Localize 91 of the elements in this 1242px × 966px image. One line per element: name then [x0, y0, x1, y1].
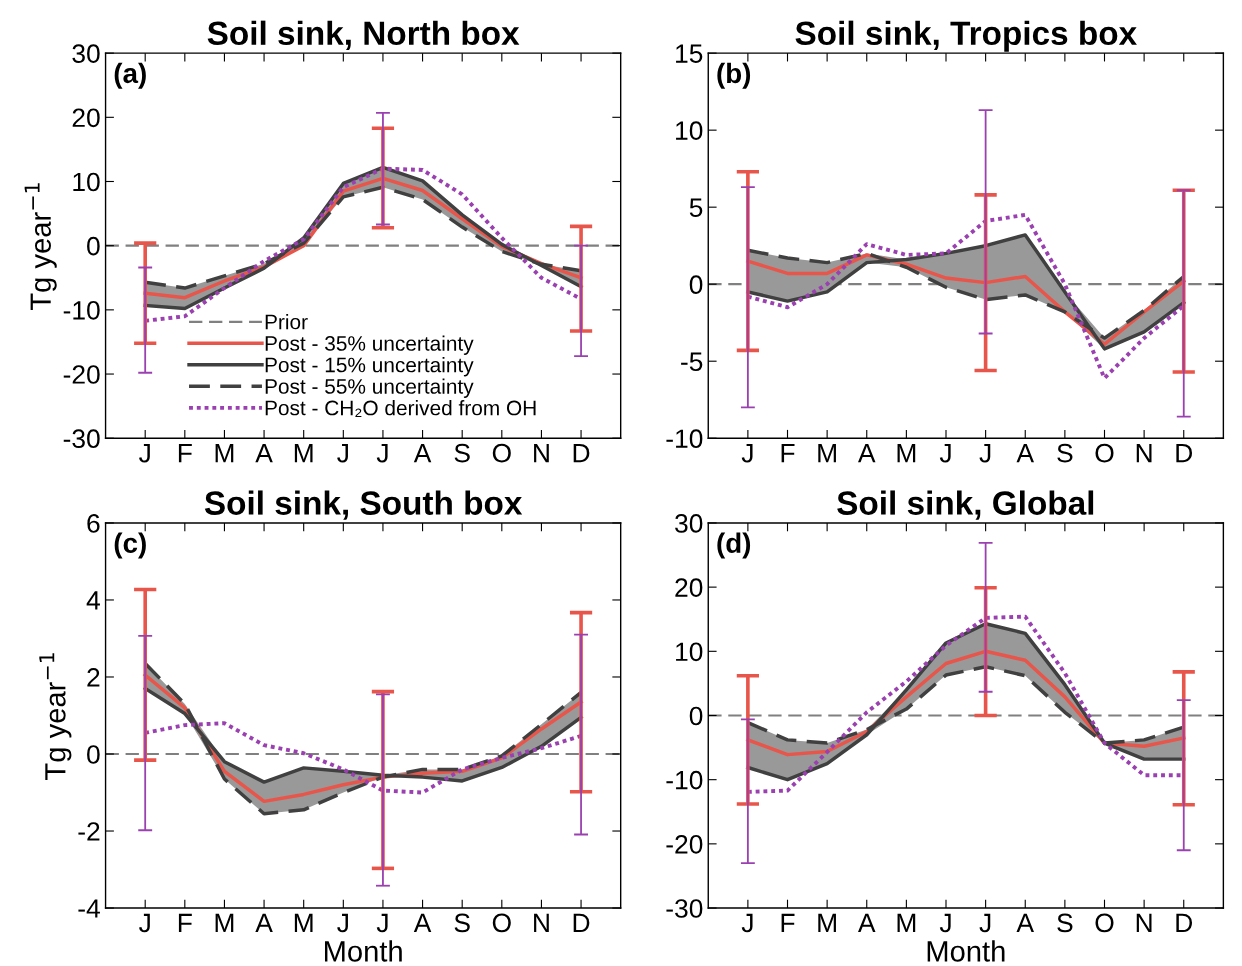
x-tick-label: J	[376, 913, 388, 933]
annotation: (a)	[114, 62, 146, 89]
y-tick-label: -30	[63, 429, 100, 449]
chart-title: Soil sink, Global	[837, 490, 1094, 520]
y-tick-label: 0	[689, 275, 703, 295]
legend-label: Prior	[265, 314, 308, 330]
y-tick-label: -10	[666, 770, 703, 790]
x-tick-label: A	[255, 913, 273, 933]
legend-label: Post - CH₂O derived from OH	[265, 400, 536, 417]
y-tick-label: 6	[87, 514, 100, 533]
x-tick-label: M	[897, 913, 916, 933]
x-tick-label: F	[781, 913, 795, 933]
y-tick-label: 10	[676, 121, 703, 140]
x-tick-label: M	[215, 444, 234, 463]
chart-title: Soil sink, South box	[204, 490, 523, 520]
x-tick-label: D	[573, 444, 590, 463]
y-tick-label: -5	[681, 352, 703, 372]
x-tick-label: A	[1016, 913, 1034, 933]
x-tick-label: S	[1057, 443, 1073, 463]
y-tick-label: 15	[676, 44, 703, 63]
y-tick-label: -20	[666, 834, 703, 854]
y-tick-label: -30	[666, 899, 703, 918]
legend-label: Post - 35% uncertainty	[265, 335, 474, 355]
legend-label: Post - 15% uncertainty	[265, 357, 474, 377]
y-tick-label: 0	[87, 236, 100, 256]
legend-label: Post - 55% uncertainty	[265, 378, 474, 398]
y-tick-label: 2	[87, 668, 100, 687]
x-tick-label: J	[979, 444, 991, 463]
y-tick-label: 10	[676, 642, 703, 662]
x-tick-label: D	[573, 913, 590, 933]
x-tick-label: M	[215, 913, 234, 933]
x-tick-label: O	[492, 913, 511, 933]
y-tick-label: -10	[63, 300, 100, 320]
y-tick-label: -4	[78, 899, 100, 918]
x-tick-label: M	[818, 913, 836, 933]
x-tick-label: S	[454, 443, 470, 463]
y-tick-label: 4	[86, 591, 100, 610]
x-tick-label: J	[939, 444, 951, 463]
x-tick-label: A	[413, 444, 432, 463]
x-tick-label: D	[1176, 913, 1193, 933]
x-tick-label: J	[939, 913, 951, 933]
x-tick-label: M	[294, 444, 313, 463]
x-axis-title: Month	[324, 940, 402, 962]
y-axis-title: Tg year$^{−1}$	[39, 653, 72, 780]
annotation: (b)	[717, 62, 751, 89]
y-tick-label: 20	[72, 108, 100, 128]
x-tick-label: J	[741, 444, 753, 463]
x-tick-label: S	[454, 913, 470, 933]
y-axis-title: Tg year$^{−1}$	[24, 183, 57, 311]
chart-title: Soil sink, Tropics box	[795, 20, 1137, 52]
y-tick-label: 20	[675, 578, 703, 597]
x-tick-label: F	[781, 444, 795, 463]
x-tick-label: A	[858, 444, 876, 463]
x-tick-label: O	[1095, 913, 1114, 933]
y-tick-label: 30	[675, 514, 703, 533]
x-tick-label: M	[897, 444, 916, 463]
x-axis-title: Month	[927, 940, 1005, 962]
x-tick-label: A	[1016, 444, 1034, 463]
x-tick-label: J	[741, 913, 753, 933]
y-tick-label: -2	[78, 822, 100, 841]
annotation: (c)	[114, 532, 146, 559]
y-tick-label: -10	[666, 429, 703, 449]
x-tick-label: A	[858, 913, 876, 933]
x-tick-label: N	[1136, 444, 1152, 463]
x-tick-label: M	[294, 913, 313, 933]
y-tick-label: -20	[63, 365, 100, 384]
x-tick-label: D	[1176, 444, 1193, 463]
x-tick-label: M	[818, 444, 836, 463]
x-tick-label: J	[337, 913, 348, 933]
x-tick-label: F	[178, 913, 192, 933]
x-tick-label: J	[979, 913, 991, 933]
x-tick-label: F	[178, 444, 192, 463]
x-tick-label: J	[376, 444, 388, 463]
annotation: (d)	[717, 532, 751, 559]
x-tick-label: O	[492, 443, 511, 463]
y-tick-label: 30	[72, 44, 100, 63]
x-tick-label: J	[139, 444, 150, 463]
x-tick-label: S	[1057, 913, 1073, 933]
x-tick-label: A	[255, 444, 273, 463]
chart-title: Soil sink, North box	[207, 20, 520, 50]
x-tick-label: N	[534, 444, 549, 463]
x-tick-label: J	[337, 444, 348, 463]
x-tick-label: O	[1095, 443, 1114, 463]
y-tick-label: 0	[87, 745, 100, 764]
y-tick-label: 10	[73, 172, 100, 192]
x-tick-label: J	[139, 913, 150, 933]
x-tick-label: A	[413, 913, 432, 933]
x-tick-label: N	[534, 913, 549, 933]
y-tick-label: 0	[689, 706, 703, 726]
y-tick-label: 5	[689, 198, 703, 217]
x-tick-label: N	[1136, 913, 1152, 933]
